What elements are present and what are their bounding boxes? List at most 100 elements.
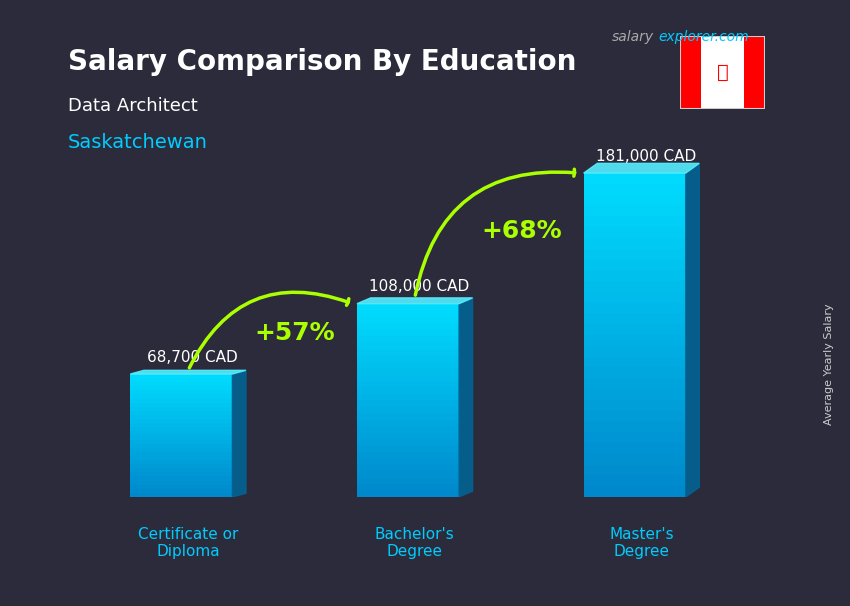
Bar (584, 313, 686, 324)
Bar (584, 454, 686, 465)
Bar (357, 304, 459, 310)
Polygon shape (459, 298, 473, 497)
Bar (130, 378, 232, 382)
Bar (130, 439, 232, 444)
Text: Average Yearly Salary: Average Yearly Salary (824, 303, 834, 425)
Bar (584, 335, 686, 346)
Bar (584, 324, 686, 335)
Bar (584, 227, 686, 238)
Bar (130, 468, 232, 472)
Bar (584, 281, 686, 292)
Text: 181,000 CAD: 181,000 CAD (596, 148, 696, 164)
Bar (130, 431, 232, 436)
Bar (584, 410, 686, 421)
Bar (357, 401, 459, 407)
Bar (357, 349, 459, 355)
Bar (357, 452, 459, 458)
Bar (584, 195, 686, 205)
Bar (584, 367, 686, 378)
Text: Master's
Degree: Master's Degree (609, 527, 674, 559)
Bar (130, 427, 232, 431)
Text: Data Architect: Data Architect (68, 97, 198, 115)
Bar (357, 490, 459, 497)
Bar (130, 448, 232, 452)
Bar (130, 386, 232, 390)
Polygon shape (232, 370, 246, 497)
Bar (584, 248, 686, 259)
Bar (584, 486, 686, 497)
Bar (357, 484, 459, 490)
Bar (357, 419, 459, 426)
Bar (130, 402, 232, 407)
Bar (130, 476, 232, 481)
Text: 108,000 CAD: 108,000 CAD (369, 279, 469, 295)
Text: Certificate or
Diploma: Certificate or Diploma (138, 527, 238, 559)
Bar (357, 323, 459, 330)
Bar (357, 316, 459, 323)
Bar (130, 436, 232, 439)
Polygon shape (686, 164, 700, 497)
Bar (357, 387, 459, 394)
Bar (584, 465, 686, 475)
Bar (130, 423, 232, 427)
Bar (357, 407, 459, 413)
Bar (584, 292, 686, 302)
Text: explorer.com: explorer.com (659, 30, 750, 44)
Bar (357, 465, 459, 471)
Bar (584, 184, 686, 195)
Bar (357, 310, 459, 316)
Bar (584, 205, 686, 216)
Bar (357, 445, 459, 452)
Bar (357, 330, 459, 336)
Bar (584, 421, 686, 432)
Polygon shape (357, 298, 473, 304)
Bar (130, 395, 232, 399)
Bar (130, 472, 232, 476)
Bar (584, 302, 686, 313)
Bar (130, 481, 232, 485)
Bar (357, 471, 459, 478)
Bar (680, 36, 701, 109)
Bar (584, 389, 686, 400)
Bar (701, 36, 744, 109)
Text: salary: salary (612, 30, 654, 44)
Bar (357, 381, 459, 387)
Bar (584, 475, 686, 486)
Bar (584, 356, 686, 367)
Bar (130, 374, 232, 378)
Bar (584, 346, 686, 356)
Bar (357, 362, 459, 368)
Bar (130, 444, 232, 448)
Bar (357, 439, 459, 445)
Bar (584, 270, 686, 281)
Bar (357, 368, 459, 375)
Polygon shape (130, 370, 246, 374)
Bar (130, 464, 232, 468)
Bar (584, 378, 686, 389)
Text: 🍁: 🍁 (717, 63, 728, 82)
Bar (357, 336, 459, 342)
Bar (130, 456, 232, 460)
Bar (357, 413, 459, 419)
Bar (130, 382, 232, 386)
Bar (584, 238, 686, 248)
Bar (584, 443, 686, 454)
Bar (584, 216, 686, 227)
Bar (130, 415, 232, 419)
Bar (130, 452, 232, 456)
Bar (744, 36, 765, 109)
Bar (357, 342, 459, 349)
Text: Bachelor's
Degree: Bachelor's Degree (375, 527, 455, 559)
Bar (130, 419, 232, 423)
Bar (130, 485, 232, 488)
Polygon shape (584, 164, 700, 173)
Bar (130, 399, 232, 402)
Bar (130, 411, 232, 415)
Bar (357, 355, 459, 362)
Bar (357, 375, 459, 381)
Bar (357, 458, 459, 465)
Bar (357, 426, 459, 433)
Bar (357, 478, 459, 484)
Bar (130, 407, 232, 411)
Bar (130, 460, 232, 464)
